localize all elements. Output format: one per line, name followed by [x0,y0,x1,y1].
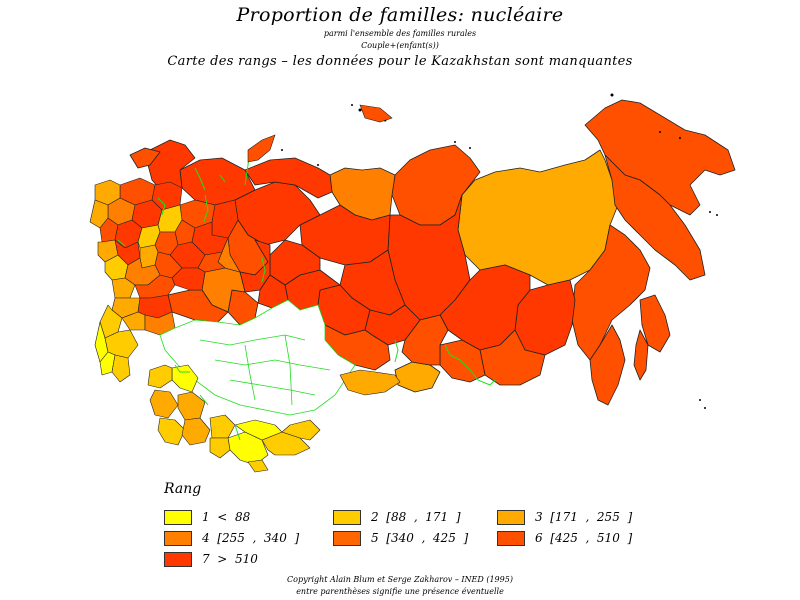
region-magadan [604,154,706,281]
region-s-tajik [247,459,269,473]
region-group-south [147,364,401,473]
region-tuva [394,361,441,393]
legend-item: 2 [88 , 171 ] [333,509,461,525]
region-buryatia [439,339,486,383]
region-group-east [269,99,736,406]
legend-item: 6 [425 , 510 ] [497,530,632,546]
region-s-ca-1 [209,414,236,439]
choropleth-map [89,93,736,473]
legend-label: 7 > 510 [202,552,258,566]
region-kamchatka [639,294,671,353]
legend-swatch [164,530,192,546]
legend-label: 4 [255 , 340 ] [202,531,300,545]
region-s-ca-5 [209,437,231,459]
region-s-caspian-5 [157,417,186,446]
legend-label: 6 [425 , 510 ] [535,531,633,545]
legend-swatch [164,509,192,525]
region-arkhangelsk [179,157,256,206]
legend-item: 4 [255 , 340 ] [164,530,299,546]
legend-label: 5 [340 , 425 ] [371,531,469,545]
region-kaz-inner-1 [199,334,306,346]
green-borders [117,149,496,441]
region-yamal [329,167,396,221]
legend-title: Rang [164,481,202,497]
region-kaz-inner-3 [229,379,316,396]
region-kazakhstan [159,299,356,416]
region-sakhalin [633,329,649,381]
legend-item: 7 > 510 [164,551,258,567]
legend-item: 1 < 88 [164,509,250,525]
legend-swatch [164,551,192,567]
region-s-caspian-2 [147,364,173,389]
map-subtitle-2: Couple+(enfant(s)) [361,41,439,50]
region-khakassia [401,314,449,366]
legend-label: 2 [88 , 171 ] [371,510,461,524]
map-title: Proportion de familles: nucléaire [236,4,564,26]
region-primorye [589,324,626,406]
region-kaz-inner-2 [214,359,331,371]
region-s-east-kaz [339,369,401,396]
legend-swatch [333,530,361,546]
legend-swatch [497,509,525,525]
region-chita [479,329,546,386]
region-s-caspian-6 [181,417,211,446]
footer-copyright: Copyright Alain Blum et Serge Zakharov –… [287,575,513,584]
region-kaz-inner-4 [244,344,256,401]
region-nenets [244,157,333,199]
legend-swatch [497,530,525,546]
region-karelia [147,139,196,196]
map-subtitle-1: parmi l'ensemble des familles rurales [323,29,477,38]
region-khabarovsk [571,224,651,361]
legend-label: 1 < 88 [202,510,251,524]
legend-label: 3 [171 , 255 ] [535,510,633,524]
footer-note: entre parenthèses signifie une présence … [296,587,504,596]
region-irkutsk [439,264,531,351]
region-s-caspian-3 [149,389,179,419]
legend-item: 5 [340 , 425 ] [333,530,468,546]
region-w5 [111,354,131,383]
region-murmansk [129,147,161,169]
map-note: Carte des rangs – les données pour le Ka… [167,54,633,69]
novaya-zemlya [247,104,393,163]
legend-item: 3 [171 , 255 ] [497,509,632,525]
region-s-kyrg [281,419,321,441]
region-c26 [111,277,136,299]
legend-swatch [333,509,361,525]
region-kaz-inner-5 [284,334,293,406]
region-group-missing [159,299,356,416]
region-group-central [89,177,241,383]
